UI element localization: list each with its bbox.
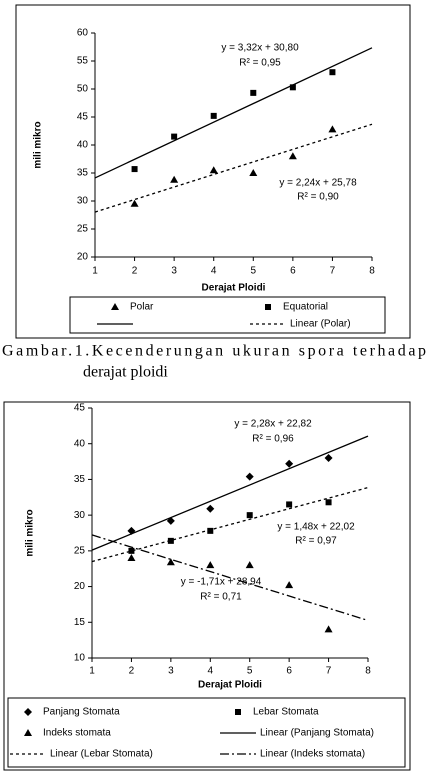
marker-square [329,69,336,76]
marker-triangle [285,581,294,589]
marker-triangle [166,558,175,566]
y-tick-label: 20 [77,252,89,263]
annotation: R² = 0,97 [295,536,337,547]
y-tick-label: 10 [74,653,86,664]
marker-diamond [24,708,32,716]
marker-triangle [24,729,32,736]
y-tick-label: 40 [77,140,89,151]
marker-triangle [127,554,136,561]
x-tick-label: 7 [326,666,332,677]
caption-line: derajat ploidi [83,364,168,381]
x-tick-label: 1 [89,666,95,677]
annotation: y = 2,24x + 25,78 [279,178,357,189]
x-tick-label: 1 [92,266,98,277]
legend-label: Linear (Lebar Stomata) [50,749,153,760]
marker-square [286,501,293,508]
y-tick-label: 25 [77,224,89,235]
x-tick-label: 7 [330,266,336,277]
y-tick-label: 20 [74,581,86,592]
x-tick-label: 2 [129,666,135,677]
annotation: R² = 0,71 [200,592,242,603]
legend-label: Polar [130,302,154,313]
x-tick-label: 3 [171,266,177,277]
annotation: R² = 0,90 [297,192,339,203]
y-tick-label: 35 [74,474,86,485]
chart-frame [15,4,411,339]
marker-square [235,709,241,715]
y-tick-label: 55 [77,56,89,67]
legend-label: Panjang Stomata [43,707,120,718]
legend-label: Lebar Stomata [253,707,319,718]
x-tick-label: 2 [132,266,138,277]
marker-triangle [111,303,119,310]
marker-square [246,512,253,519]
legend-box [7,697,406,768]
marker-square [171,133,178,140]
y-tick-label: 60 [77,28,89,39]
annotation: R² = 0,95 [239,58,281,69]
x-axis-title: Derajat Ploidi [202,283,266,294]
marker-triangle [170,175,179,183]
y-tick-label: 30 [74,510,86,521]
y-tick-label: 50 [77,84,89,95]
x-tick-label: 3 [168,666,174,677]
marker-diamond [206,504,215,513]
marker-square [265,304,271,310]
marker-square [325,499,332,506]
y-axis-title: mili mikro [33,121,44,168]
marker-diamond [245,472,254,481]
legend-box [69,296,386,334]
marker-triangle [245,561,254,569]
y-tick-label: 40 [74,438,86,449]
x-tick-label: 8 [365,666,371,677]
annotation: y = 2,28x + 22,82 [234,419,312,430]
marker-square [131,166,138,173]
marker-triangle [288,152,297,160]
trend-line [91,435,369,551]
y-tick-label: 45 [74,403,86,414]
marker-triangle [130,199,139,207]
legend-label: Linear (Panjang Stomata) [260,728,374,739]
x-tick-label: 4 [211,266,217,277]
marker-triangle [324,625,333,633]
marker-square [250,89,257,96]
x-tick-label: 4 [208,666,214,677]
marker-diamond [285,459,294,468]
marker-square [167,537,174,544]
x-tick-label: 5 [247,666,253,677]
marker-triangle [249,169,258,176]
x-tick-label: 6 [290,266,296,277]
trend-line [94,123,373,213]
marker-triangle [328,125,337,133]
annotation: y = 1,48x + 22,02 [277,522,355,533]
x-tick-label: 8 [369,266,375,277]
y-tick-label: 45 [77,112,89,123]
trend-line [94,47,373,179]
annotation: y = -1,71x + 28,94 [181,577,262,588]
y-axis-title: mili mikro [25,509,36,556]
marker-triangle [209,166,218,174]
marker-square [210,112,217,119]
chart-frame [3,401,411,771]
annotation: y = 3,32x + 30,80 [221,43,299,54]
legend-label: Indeks stomata [43,728,111,739]
y-tick-label: 30 [77,196,89,207]
legend-label: Equatorial [283,302,328,313]
y-tick-label: 15 [74,617,86,628]
y-tick-label: 35 [77,168,89,179]
caption-line: Gambar.1.Kecenderungan ukuran spora terh… [2,343,426,360]
marker-square [128,547,135,554]
trend-line [91,534,369,622]
x-tick-label: 6 [286,666,292,677]
marker-triangle [206,561,215,569]
legend-label: Linear (Indeks stomata) [260,749,365,760]
y-tick-label: 25 [74,545,86,556]
legend-label: Linear (Polar) [290,319,351,330]
marker-square [207,527,214,534]
x-axis-title: Derajat Ploidi [198,680,262,691]
x-tick-label: 5 [251,266,257,277]
annotation: R² = 0,96 [252,434,294,445]
marker-diamond [324,454,333,462]
